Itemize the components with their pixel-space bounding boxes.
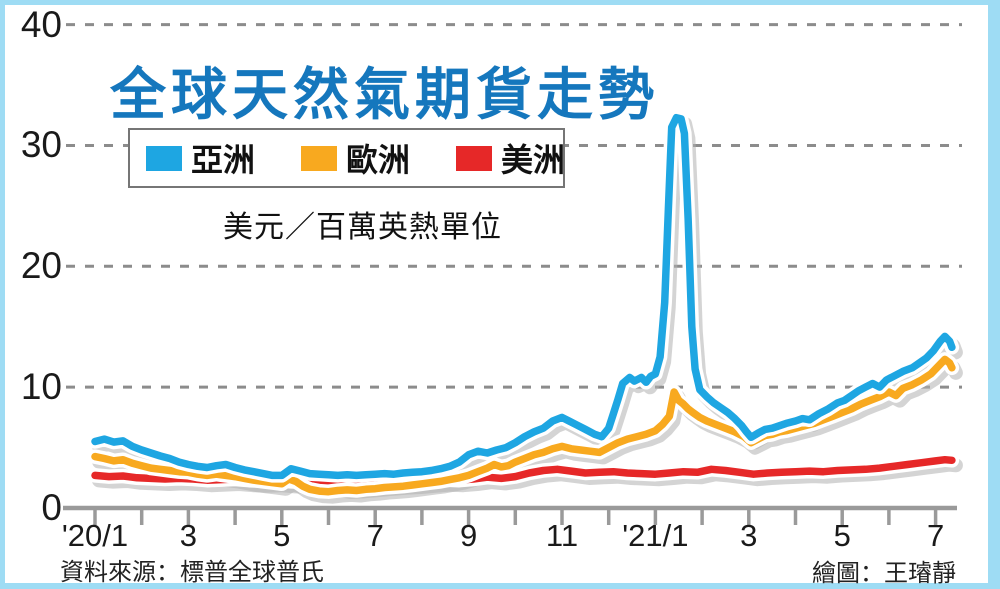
americas-color-swatch bbox=[456, 145, 493, 171]
series-line-亞洲 bbox=[91, 113, 956, 480]
x-tick-label: 7 bbox=[926, 518, 945, 553]
chart-title: 全球天然氣期貨走勢 bbox=[110, 63, 659, 126]
x-tick-label: 9 bbox=[459, 518, 478, 553]
legend-label-americas: 美洲 bbox=[501, 142, 566, 178]
x-tick-label: 3 bbox=[179, 518, 198, 553]
legend-item-europe: 歐洲 bbox=[301, 135, 410, 181]
x-tick-label: 7 bbox=[366, 518, 384, 553]
y-tick-label: 0 bbox=[41, 487, 62, 528]
x-tick-label: 3 bbox=[740, 518, 758, 553]
y-tick-label: 40 bbox=[20, 3, 62, 45]
y-tick-label: 30 bbox=[20, 124, 62, 166]
illustrator-credit: 繪圖：王璿靜 bbox=[812, 560, 956, 587]
legend-label-europe: 歐洲 bbox=[346, 142, 411, 178]
y-tick-label: 20 bbox=[20, 245, 62, 287]
europe-color-swatch bbox=[301, 145, 338, 171]
asia-color-swatch bbox=[146, 145, 182, 171]
source-credit: 資料來源：標普全球普氏 bbox=[60, 559, 324, 586]
unit-label: 美元／百萬英熱單位 bbox=[223, 211, 502, 244]
x-tick-label: 5 bbox=[833, 518, 851, 553]
legend-label-asia: 亞洲 bbox=[191, 142, 256, 178]
x-tick-label: '21/1 bbox=[622, 518, 689, 553]
y-tick-label: 10 bbox=[20, 366, 62, 408]
legend-item-asia: 亞洲 bbox=[146, 135, 255, 181]
x-tick-label: '20/1 bbox=[61, 518, 129, 553]
x-tick-label: 5 bbox=[273, 518, 291, 553]
legend-item-americas: 美洲 bbox=[456, 135, 565, 181]
x-tick-label: 11 bbox=[545, 518, 579, 553]
chart-legend: 亞洲 歐洲 美洲 bbox=[128, 128, 565, 188]
